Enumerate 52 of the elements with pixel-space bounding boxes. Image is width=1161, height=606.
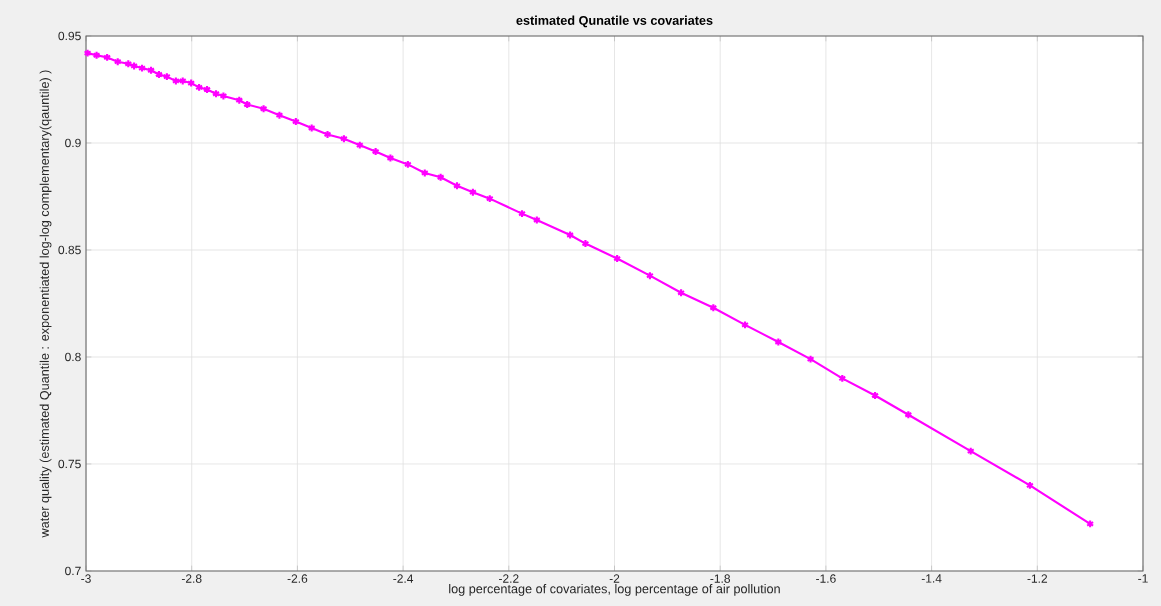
y-tick-label: 0.85 <box>58 245 81 255</box>
point <box>178 76 187 86</box>
point <box>355 140 364 150</box>
y-tick-label: 0.75 <box>58 459 81 469</box>
point <box>966 446 975 456</box>
point <box>709 303 718 313</box>
x-tick-label: -1.4 <box>921 574 942 583</box>
point <box>146 65 156 75</box>
point <box>532 215 541 225</box>
point <box>339 134 348 144</box>
point <box>774 337 783 347</box>
x-tick-label: -3 <box>81 574 91 583</box>
point <box>452 181 462 191</box>
x-tick-label: -1.2 <box>1027 574 1048 583</box>
point <box>645 271 654 281</box>
point <box>211 89 221 99</box>
point <box>124 59 133 69</box>
x-tick-label: -2.2 <box>499 574 519 583</box>
point <box>677 288 686 298</box>
point <box>904 410 913 420</box>
x-axis-title: log percentage of covariates, log percentage of air pollution <box>449 584 780 596</box>
point <box>307 123 316 133</box>
point <box>259 104 268 114</box>
x-tick-label: -2.4 <box>393 574 414 583</box>
y-tick-label: 0.9 <box>65 138 81 148</box>
point <box>468 187 477 197</box>
point <box>130 61 139 71</box>
point <box>806 354 815 364</box>
point <box>436 172 445 182</box>
x-tick-label: -1.6 <box>816 574 836 583</box>
point <box>740 320 750 330</box>
y-axis-title: water quality (estimated Quantile : exponentiated log-log complementary(qauntile) ) <box>39 70 52 538</box>
point <box>113 57 122 67</box>
y-tick-label: 0.95 <box>58 31 81 41</box>
x-tick-label: -2 <box>609 574 620 583</box>
point <box>187 78 196 88</box>
point <box>386 153 395 163</box>
point <box>566 230 575 240</box>
point <box>219 91 228 101</box>
point <box>420 168 429 178</box>
chart-title: estimated Qunatile vs covariates <box>516 15 713 28</box>
y-tick-label: 0.8 <box>65 352 81 362</box>
point <box>235 95 244 105</box>
x-tick-label: -2.8 <box>181 574 202 583</box>
x-tick-label: -1.8 <box>710 574 731 583</box>
point <box>92 50 101 60</box>
point <box>171 76 180 86</box>
x-tick-label: -2.6 <box>287 574 308 583</box>
point <box>137 63 147 73</box>
point <box>275 110 284 120</box>
y-tick-label: 0.7 <box>65 566 81 576</box>
x-tick-label: -1 <box>1138 574 1148 583</box>
